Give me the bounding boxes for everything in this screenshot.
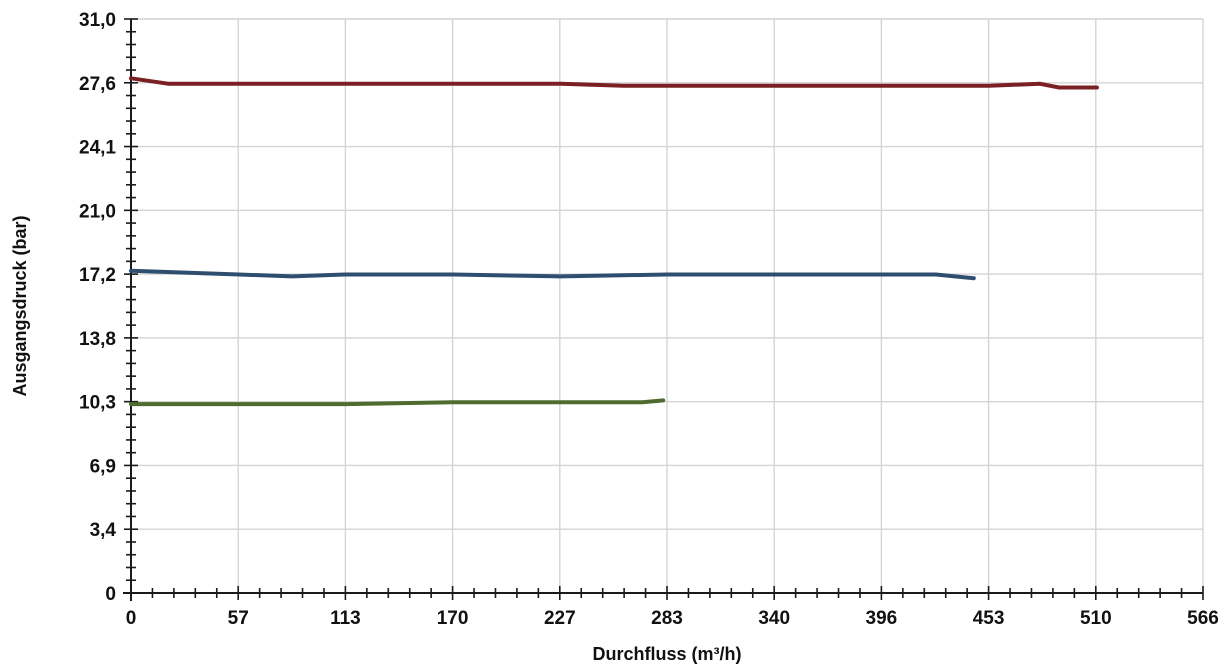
x-tick-label: 566: [1187, 608, 1219, 629]
x-tick-labels: 0 57 113 170 227 283 340 396 453 510 566: [126, 608, 1219, 629]
series-line-2: [129, 268, 976, 281]
y-tick-label: 10,3: [79, 393, 116, 414]
grid-lines: [131, 18, 1204, 593]
x-tick-label: 340: [758, 608, 790, 629]
axes: [123, 19, 1203, 601]
x-tick-label: 0: [126, 608, 137, 629]
x-axis-title: Durchfluss (m³/h): [592, 644, 741, 664]
x-tick-label: 510: [1080, 608, 1112, 629]
y-tick-label: 6,9: [90, 456, 116, 477]
x-tick-label: 227: [544, 608, 576, 629]
y-tick-label: 0: [105, 584, 116, 605]
y-tick-label: 24,1: [79, 138, 116, 159]
x-tick-label: 283: [651, 608, 683, 629]
y-axis-title: Ausgangsdruck (bar): [10, 215, 30, 396]
y-tick-label: 31,0: [79, 10, 116, 31]
y-tick-label: 3,4: [90, 520, 117, 541]
y-tick-label: 13,8: [79, 329, 116, 350]
y-tick-label: 27,6: [79, 74, 116, 95]
x-tick-label: 113: [330, 608, 361, 629]
minor-ticks: [124, 18, 1204, 600]
series-lines: [129, 76, 1099, 407]
y-tick-labels: 0 3,4 6,9 10,3 13,8 17,2 21,0 24,1 27,6 31,0: [79, 10, 116, 605]
series-line-3: [129, 398, 666, 407]
x-tick-label: 57: [228, 608, 249, 629]
series-line-1: [129, 76, 1099, 90]
x-tick-label: 453: [973, 608, 1005, 629]
y-tick-label: 21,0: [79, 201, 116, 222]
x-tick-label: 396: [866, 608, 898, 629]
x-tick-label: 170: [437, 608, 469, 629]
y-tick-label: 17,2: [79, 265, 116, 286]
